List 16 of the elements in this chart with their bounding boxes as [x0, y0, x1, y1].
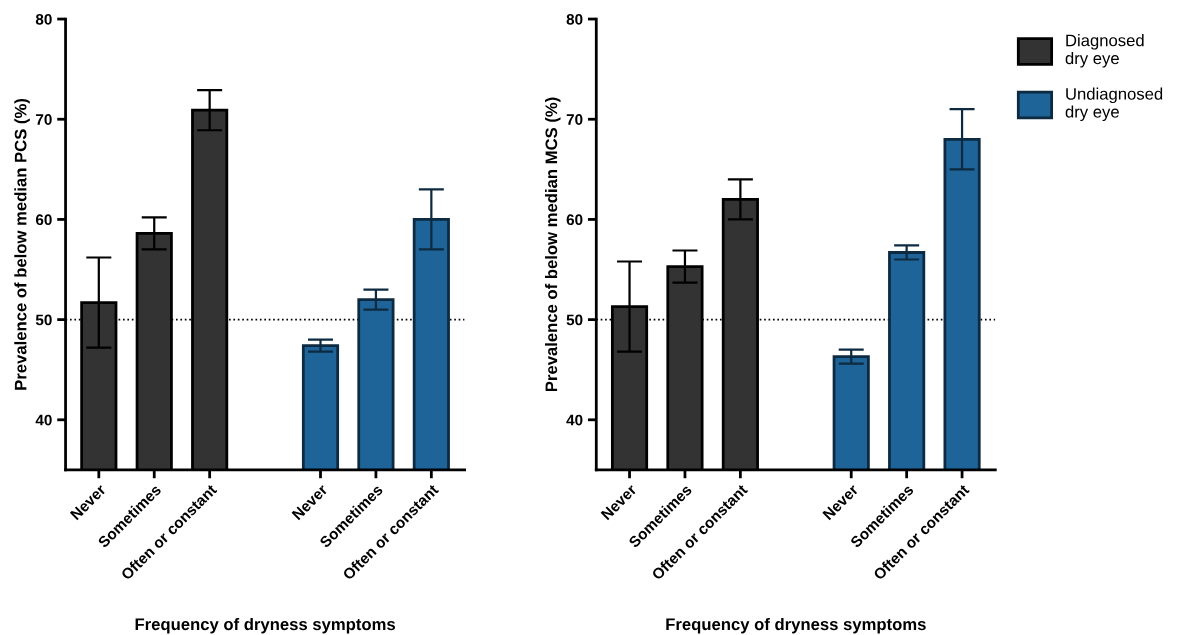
y-tick-label: 80 [566, 13, 583, 25]
x-axis-title: Frequency of dryness symptoms [135, 617, 395, 634]
y-tick-label: 50 [566, 314, 583, 326]
y-axis-title: Prevalence of below median MCS (%) [545, 97, 561, 392]
y-axis-title: Prevalence of below median PCS (%) [14, 98, 30, 390]
y-tick-label: 50 [35, 314, 52, 326]
y-tick-label: 40 [566, 414, 583, 426]
y-tick-label: 70 [36, 114, 52, 125]
y-tick-label: 60 [35, 214, 52, 226]
legend-label: Diagnosed dry eye [1065, 34, 1144, 68]
y-tick-label: 60 [566, 214, 583, 226]
y-tick-label: 70 [566, 114, 583, 125]
y-tick-label: 40 [35, 414, 52, 426]
x-axis-title: Frequency of dryness symptoms [666, 617, 926, 634]
legend-label: Undiagnosed dry eye [1065, 87, 1163, 122]
y-tick-label: 80 [35, 13, 52, 25]
